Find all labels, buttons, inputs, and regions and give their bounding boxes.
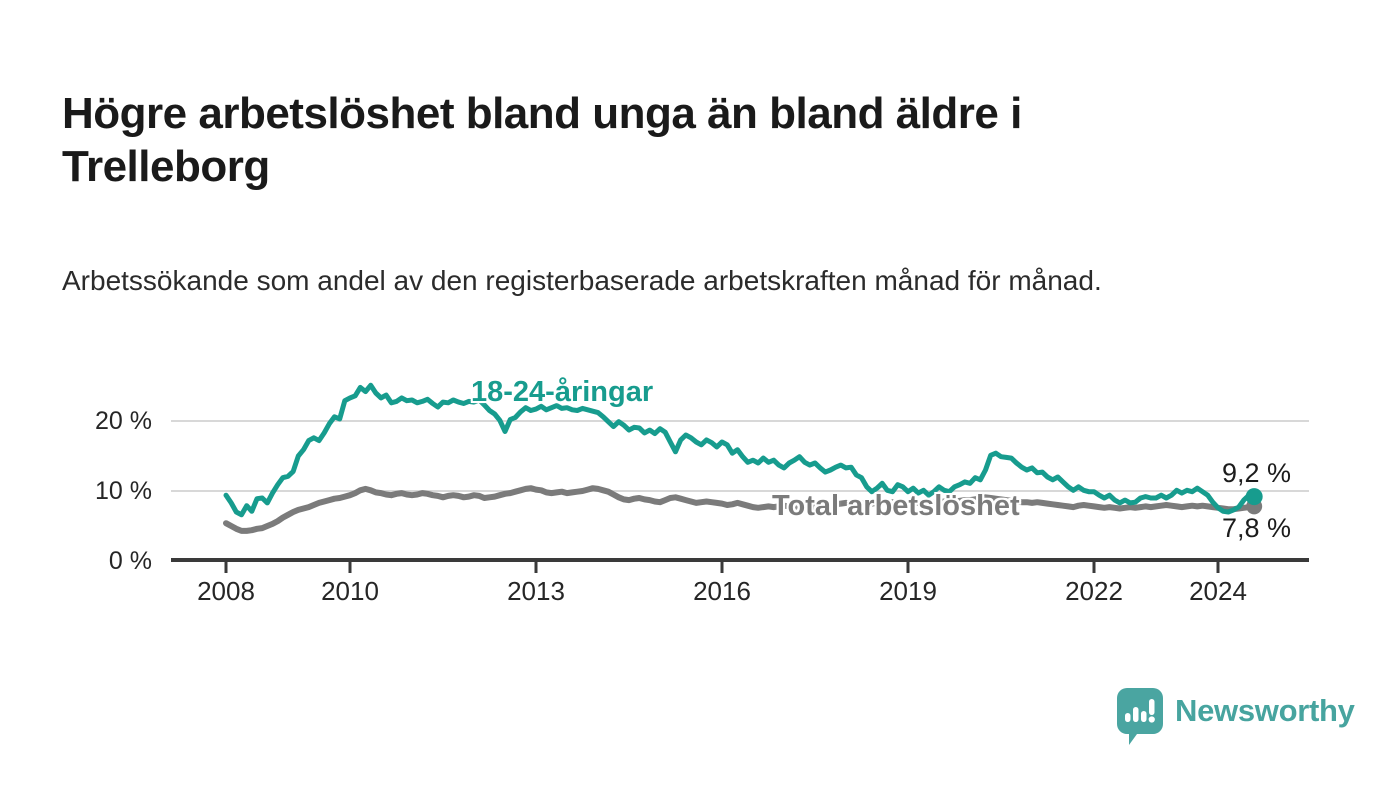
- x-axis-tick-label: 2024: [1189, 576, 1247, 606]
- newsworthy-logo-icon: [1117, 688, 1163, 745]
- x-axis-tick-label: 2013: [507, 576, 565, 606]
- series-line-young: [223, 382, 1257, 518]
- x-axis-tick-label: 2008: [197, 576, 255, 606]
- chart-subtitle: Arbetssökande som andel av den registerb…: [62, 265, 1102, 296]
- series-label-young: 18-24-åringar: [471, 376, 654, 408]
- series-line-total: [223, 485, 1258, 534]
- y-axis-tick-label: 10 %: [95, 477, 152, 505]
- y-axis-tick-label: 20 %: [95, 407, 152, 435]
- end-value-label-young: 9,2 %: [1222, 458, 1292, 488]
- newsworthy-logo-text: Newsworthy: [1175, 693, 1355, 728]
- series-label-total: Total arbetslöshet: [772, 490, 1020, 522]
- series-end-dot-young: [1245, 488, 1263, 506]
- end-value-label-total: 7,8 %: [1222, 513, 1292, 543]
- x-axis-tick-label: 2022: [1065, 576, 1123, 606]
- x-axis-tick-label: 2019: [879, 576, 937, 606]
- page-title: Högre arbetslöshet bland unga än bland ä…: [62, 89, 1022, 192]
- x-axis-tick-label: 2010: [321, 576, 379, 606]
- y-axis-tick-label: 0 %: [108, 547, 152, 575]
- x-axis-tick-label: 2016: [693, 576, 751, 606]
- newsworthy-logo: Newsworthy: [1117, 688, 1355, 746]
